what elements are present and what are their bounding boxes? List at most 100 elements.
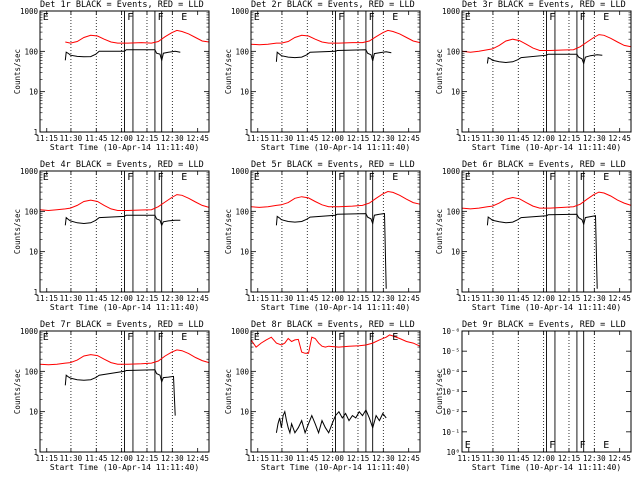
marker-f: F: [158, 172, 164, 183]
marker-f: F: [549, 12, 555, 23]
x-tick-label: 11:15: [246, 454, 269, 463]
series-lld: [461, 34, 632, 53]
x-tick-label: 12:00: [321, 454, 344, 463]
x-axis-label: Start Time (10-Apr-14 11:11:40): [261, 143, 410, 152]
y-tick-label: 100: [235, 367, 249, 376]
marker-f: F: [549, 440, 555, 451]
marker-e: E: [181, 332, 187, 343]
panel-title: Det 3r BLACK = Events, RED = LLD: [462, 0, 626, 10]
panel-det-6: Det 6r BLACK = Events, RED = LLD E F F E 11:1…: [435, 160, 632, 312]
y-tick-label: 100: [446, 207, 460, 216]
x-tick-label: 12:30: [583, 454, 606, 463]
panel-det-5: Det 5r BLACK = Events, RED = LLD E F F E 11:1…: [224, 160, 421, 312]
x-tick-label: 12:15: [136, 454, 159, 463]
marker-f: F: [580, 440, 586, 451]
y-tick-label: 1000: [231, 327, 250, 336]
y-tick-label: 1: [244, 128, 249, 137]
plot-frame: [39, 170, 210, 293]
y-tick-label: 10: [240, 88, 250, 97]
y-tick-label: 10: [451, 88, 461, 97]
series-lld: [461, 191, 632, 210]
marker-e: E: [603, 172, 609, 183]
x-tick-label: 12:15: [347, 294, 370, 303]
y-tick-label: 10: [29, 408, 39, 417]
y-tick-label: 1000: [231, 7, 250, 16]
plot-frame: [461, 10, 632, 133]
y-tick-label: 100: [24, 207, 38, 216]
x-tick-label: 11:45: [507, 454, 530, 463]
y-tick-label: 1000: [231, 167, 250, 176]
y-tick-label: 1: [455, 128, 460, 137]
y-tick-label: 10: [451, 248, 461, 257]
y-tick-label: 100: [24, 367, 38, 376]
x-tick-label: 12:15: [558, 454, 581, 463]
series-lld: [39, 194, 210, 212]
x-axis-label: Start Time (10-Apr-14 11:11:40): [472, 303, 621, 312]
y-tick-label: 10: [240, 248, 250, 257]
marker-e: E: [392, 172, 398, 183]
series-events: [275, 213, 387, 289]
y-tick-label: 1000: [442, 167, 461, 176]
x-tick-label: 11:30: [60, 454, 83, 463]
panel-title: Det 5r BLACK = Events, RED = LLD: [251, 160, 415, 170]
y-axis-label: Counts/sec: [224, 49, 233, 94]
x-axis-label: Start Time (10-Apr-14 11:11:40): [261, 463, 410, 472]
panel-title: Det 8r BLACK = Events, RED = LLD: [251, 320, 415, 330]
x-tick-label: 11:15: [35, 134, 58, 143]
x-tick-label: 11:30: [271, 294, 294, 303]
x-tick-label: 11:30: [482, 294, 505, 303]
y-tick-label: 1: [244, 448, 249, 457]
y-tick-label: 1: [33, 128, 38, 137]
x-tick-label: 12:00: [532, 454, 555, 463]
marker-e: E: [465, 12, 471, 23]
marker-f: F: [127, 12, 133, 23]
x-tick-label: 11:15: [457, 134, 480, 143]
x-tick-label: 12:15: [136, 134, 159, 143]
x-tick-label: 11:15: [457, 454, 480, 463]
marker-f: F: [127, 172, 133, 183]
x-tick-label: 12:00: [321, 134, 344, 143]
x-tick-label: 12:45: [186, 134, 209, 143]
marker-e: E: [603, 440, 609, 451]
x-tick-label: 12:45: [608, 294, 631, 303]
x-tick-label: 11:30: [60, 134, 83, 143]
y-tick-label: 1: [33, 288, 38, 297]
x-tick-label: 12:45: [186, 454, 209, 463]
y-tick-label: 1000: [20, 327, 39, 336]
y-tick-label: 1: [455, 288, 460, 297]
y-tick-label: 10: [29, 88, 39, 97]
x-tick-label: 11:45: [85, 454, 108, 463]
series-lld: [250, 334, 421, 354]
y-tick-label: 10: [29, 248, 39, 257]
y-tick-label: 10⁻⁴: [442, 367, 460, 376]
panel-title: Det 6r BLACK = Events, RED = LLD: [462, 160, 626, 170]
y-tick-label: 10⁻¹: [442, 428, 460, 437]
plot-frame: [250, 10, 421, 133]
plot-frame: [250, 170, 421, 293]
x-tick-label: 11:15: [35, 454, 58, 463]
plot-frame: [250, 330, 421, 453]
x-tick-label: 11:45: [296, 294, 319, 303]
panel-title: Det 9r BLACK = Events, RED = LLD: [462, 320, 626, 330]
x-tick-label: 12:45: [186, 294, 209, 303]
x-tick-label: 11:30: [60, 294, 83, 303]
x-tick-label: 12:15: [558, 134, 581, 143]
marker-e: E: [254, 172, 260, 183]
panel-title: Det 4r BLACK = Events, RED = LLD: [40, 160, 204, 170]
marker-e: E: [181, 12, 187, 23]
x-tick-label: 11:45: [507, 294, 530, 303]
y-tick-label: 10⁻³: [442, 388, 460, 397]
y-axis-label: Counts/sec: [435, 369, 444, 414]
x-tick-label: 12:30: [372, 134, 395, 143]
panel-det-7: Det 7r BLACK = Events, RED = LLD E F F E 11:1…: [13, 320, 210, 472]
marker-e: E: [465, 440, 471, 451]
series-events: [64, 369, 176, 416]
plot-frame: [461, 170, 632, 293]
y-axis-label: Counts/sec: [435, 209, 444, 254]
x-tick-label: 12:15: [347, 134, 370, 143]
x-tick-label: 12:30: [161, 454, 184, 463]
marker-f: F: [158, 332, 164, 343]
x-tick-label: 11:15: [246, 294, 269, 303]
x-tick-label: 11:15: [246, 134, 269, 143]
